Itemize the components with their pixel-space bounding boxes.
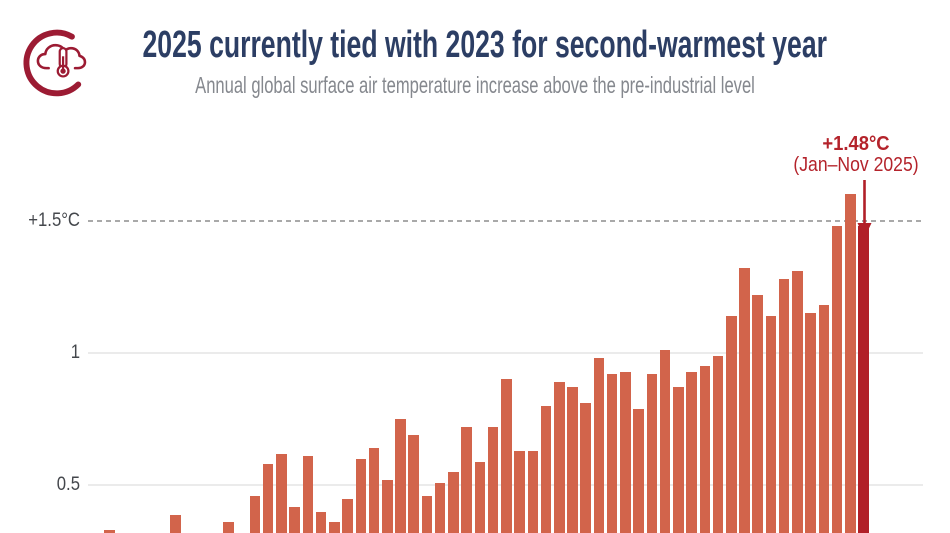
bar-1986	[342, 498, 353, 533]
bar-1991	[408, 435, 419, 533]
bar-2009	[646, 374, 658, 533]
bar-2000	[527, 450, 539, 533]
bar-1999	[514, 450, 525, 533]
bar-2001	[540, 405, 552, 533]
bar-2010	[659, 350, 671, 533]
page-subtitle: Annual global surface air temperature in…	[195, 72, 755, 98]
bar-1997	[487, 427, 499, 533]
bar-1980	[262, 464, 274, 533]
bar-2020	[792, 270, 803, 533]
bar-1998	[501, 379, 512, 533]
crescent-icon	[23, 29, 82, 97]
gridline-1	[88, 352, 923, 354]
bar-1973	[170, 514, 181, 533]
thermometer-icon	[56, 47, 70, 78]
annotation-value: +1.48°C	[822, 133, 890, 155]
bar-1968	[104, 530, 115, 533]
bar-2018	[765, 315, 777, 533]
bar-1990	[395, 419, 406, 533]
climate-pulse-logo	[23, 29, 87, 97]
down-arrow-icon	[857, 180, 872, 238]
bar-1977	[223, 522, 234, 533]
bar-2007	[620, 371, 631, 533]
bar-2012	[686, 371, 697, 533]
annotation-period: (Jan–Nov 2025)	[793, 154, 919, 176]
bar-1987	[355, 458, 367, 533]
bar-2015	[726, 315, 737, 533]
bar-1985	[329, 522, 340, 533]
bar-2022	[818, 305, 830, 533]
y-axis-label-0.5: 0.5	[56, 474, 80, 496]
bar-2003	[567, 387, 578, 533]
bar-2017	[752, 294, 763, 533]
bar-2016	[739, 268, 750, 533]
bar-1988	[368, 448, 380, 533]
bar-1984	[315, 511, 327, 533]
bar-1981	[276, 453, 287, 533]
highlight-annotation: +1.48°C (Jan–Nov 2025)	[760, 134, 950, 176]
bar-2008	[633, 408, 644, 533]
gridline-1.5	[88, 219, 923, 222]
bar-2025	[858, 225, 869, 533]
bar-1995	[461, 427, 472, 533]
bar-2011	[673, 387, 684, 533]
bar-2013	[699, 366, 711, 533]
page-title: 2025 currently tied with 2023 for second…	[142, 24, 828, 66]
bar-2006	[606, 374, 618, 533]
bar-1979	[249, 495, 261, 533]
bar-2002	[554, 382, 565, 533]
bar-1982	[289, 506, 300, 533]
bar-1993	[434, 482, 446, 533]
bar-2014	[712, 355, 724, 533]
bar-1994	[448, 472, 459, 533]
bar-2005	[593, 358, 605, 533]
bar-1983	[302, 456, 314, 533]
y-axis-label-1.5: +1.5°C	[28, 209, 80, 231]
bar-2021	[805, 313, 816, 533]
y-axis-label-1: 1	[70, 342, 80, 363]
bar-1992	[421, 495, 433, 533]
bar-2024	[845, 194, 856, 533]
bar-2023	[831, 225, 843, 533]
bar-2004	[580, 403, 591, 533]
bar-1989	[382, 480, 393, 533]
bar-2019	[778, 278, 790, 533]
bar-1996	[474, 461, 486, 533]
